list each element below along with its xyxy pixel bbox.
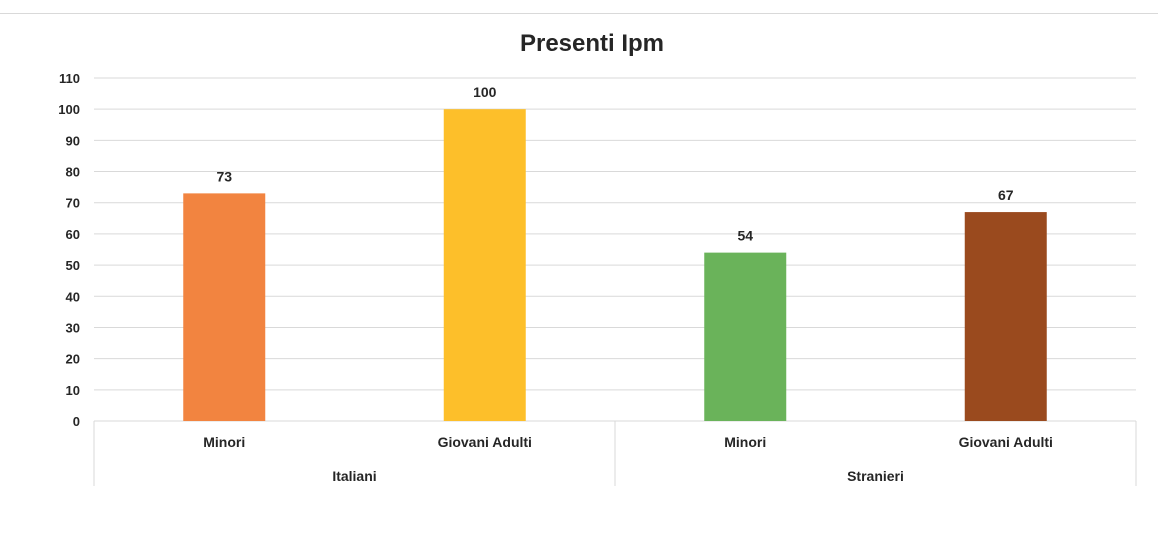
y-tick-label: 0 bbox=[73, 414, 80, 429]
bar bbox=[183, 193, 266, 421]
top-rule bbox=[0, 13, 1158, 14]
x-category-label: Giovani Adulti bbox=[959, 434, 1053, 450]
y-tick-label: 100 bbox=[58, 102, 80, 117]
y-tick-label: 50 bbox=[66, 258, 80, 273]
bar bbox=[964, 212, 1047, 421]
y-tick-label: 20 bbox=[66, 352, 80, 367]
y-tick-label: 10 bbox=[66, 383, 80, 398]
y-tick-label: 80 bbox=[66, 165, 80, 180]
x-category-label: Minori bbox=[203, 434, 245, 450]
y-tick-label: 110 bbox=[59, 71, 80, 86]
y-tick-label: 30 bbox=[66, 320, 80, 335]
data-label: 73 bbox=[216, 168, 232, 184]
chart-title: Presenti Ipm bbox=[519, 30, 665, 57]
bar bbox=[704, 252, 787, 421]
x-category-label: Minori bbox=[724, 434, 766, 450]
y-tick-label: 70 bbox=[66, 196, 80, 211]
y-tick-label: 60 bbox=[66, 227, 80, 242]
x-group-label: Italiani bbox=[332, 468, 376, 484]
bar bbox=[443, 109, 526, 421]
data-label: 67 bbox=[998, 187, 1014, 203]
y-tick-label: 40 bbox=[66, 289, 80, 304]
x-category-label: Giovani Adulti bbox=[438, 434, 532, 450]
y-tick-label: 90 bbox=[66, 133, 80, 148]
data-label: 54 bbox=[737, 228, 753, 244]
data-label: 100 bbox=[473, 84, 497, 100]
x-group-label: Stranieri bbox=[847, 468, 904, 484]
